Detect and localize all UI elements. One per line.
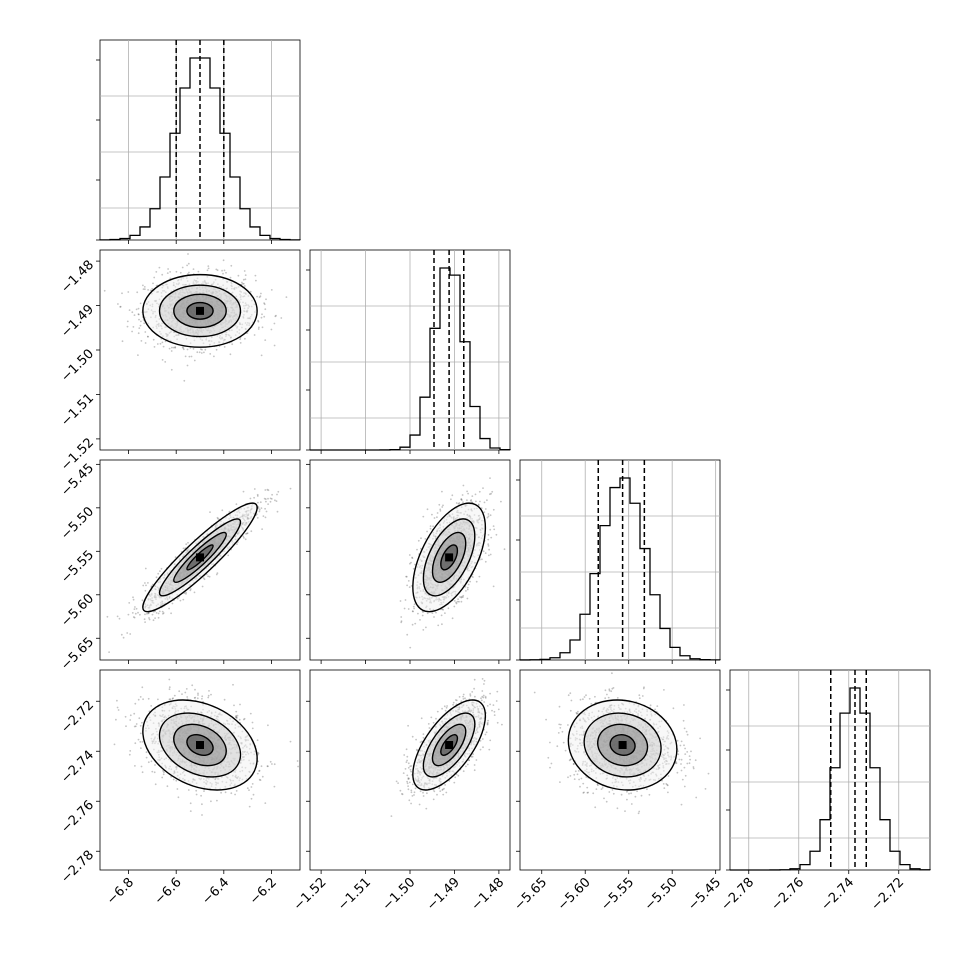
scatter-panel-2-0 xyxy=(96,459,301,664)
histogram-line xyxy=(309,267,511,451)
x-tick-label: −2.72 xyxy=(868,875,907,914)
panel-frame xyxy=(519,459,721,661)
y-tick-label: −2.78 xyxy=(58,848,97,887)
x-tick-label: −1.48 xyxy=(469,875,508,914)
y-tick-label: −5.60 xyxy=(58,591,97,630)
x-tick-label: −1.49 xyxy=(424,875,463,914)
scatter-panel-1-0 xyxy=(96,249,301,454)
x-tick-label: −6.8 xyxy=(104,875,137,908)
scatter-panel-3-2 xyxy=(516,669,721,874)
x-tick-label: −5.65 xyxy=(511,875,550,914)
density-peak xyxy=(196,741,204,749)
x-tick-label: −6.2 xyxy=(247,875,280,908)
y-tick-label: −2.72 xyxy=(58,698,97,737)
x-tick-label: −1.50 xyxy=(380,875,419,914)
density-peak xyxy=(196,306,204,315)
hist-panel-1 xyxy=(306,249,511,454)
y-tick-label: −5.50 xyxy=(58,504,97,543)
x-tick-label: −2.76 xyxy=(768,875,807,914)
x-tick-label: −6.4 xyxy=(199,875,232,908)
x-tick-label: −2.74 xyxy=(818,875,857,914)
x-tick-label: −5.55 xyxy=(598,875,637,914)
y-tick-label: −5.65 xyxy=(58,635,97,674)
hist-panel-0 xyxy=(96,39,301,244)
x-tick-label: −6.6 xyxy=(152,875,185,908)
y-tick-label: −2.76 xyxy=(58,798,97,837)
hist-panel-3 xyxy=(726,669,931,874)
x-tick-label: −2.78 xyxy=(718,875,757,914)
y-tick-label: −2.74 xyxy=(58,748,97,787)
scatter-panel-3-0 xyxy=(96,669,301,874)
x-tick-label: −5.45 xyxy=(685,875,724,914)
x-tick-label: −5.60 xyxy=(555,875,594,914)
y-tick-label: −1.49 xyxy=(58,302,97,341)
y-tick-label: −5.55 xyxy=(58,548,97,587)
x-tick-label: −5.50 xyxy=(642,875,681,914)
x-tick-label: −1.51 xyxy=(335,875,374,914)
y-tick-label: −1.51 xyxy=(58,391,97,430)
scatter-panel-2-1 xyxy=(306,459,511,664)
density-peak xyxy=(445,741,454,749)
y-tick-label: −1.48 xyxy=(58,258,97,297)
hist-panel-2 xyxy=(516,459,721,664)
x-tick-label: −1.52 xyxy=(291,875,330,914)
histogram-line xyxy=(519,477,721,661)
scatter-panel-3-1 xyxy=(306,669,511,874)
density-peak xyxy=(618,741,627,749)
density-peak xyxy=(445,553,454,562)
density-peak xyxy=(196,553,204,562)
y-tick-label: −1.50 xyxy=(58,346,97,385)
